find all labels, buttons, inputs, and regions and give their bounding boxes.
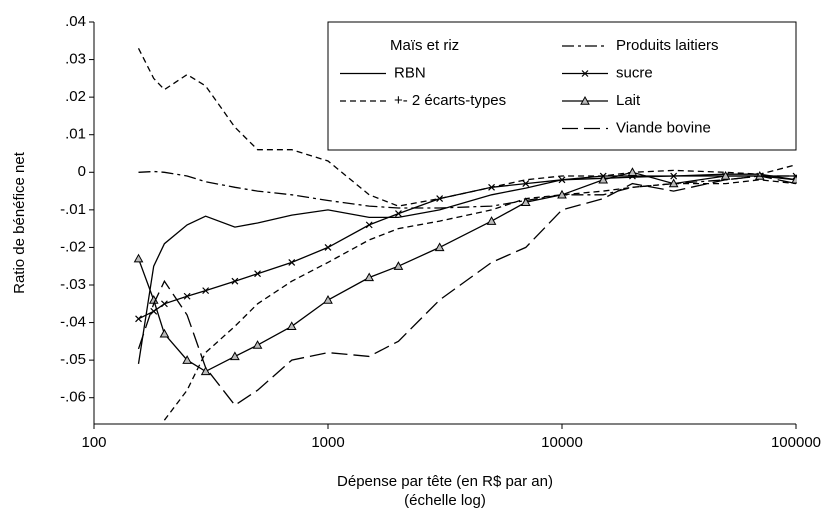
y-axis-label: Ratio de bénéfice net	[11, 151, 28, 294]
marker-triangle	[486, 216, 497, 225]
y-tick-label: -.06	[60, 389, 86, 406]
x-tick-label: 100000	[771, 434, 821, 451]
marker-triangle	[364, 272, 375, 282]
marker-triangle	[230, 351, 240, 361]
x-tick-label: 10000	[541, 434, 583, 451]
x-axis-note: (échelle log)	[404, 492, 486, 509]
marker-triangle	[133, 253, 144, 263]
legend-label: Lait	[616, 92, 641, 109]
y-tick-label: -.04	[60, 314, 86, 331]
marker-triangle	[182, 355, 192, 364]
y-tick-label: .03	[65, 51, 86, 68]
marker-x	[522, 180, 530, 187]
y-tick-label: .01	[65, 126, 86, 143]
marker-triangle	[580, 95, 590, 105]
series-line	[137, 173, 797, 364]
marker-x	[231, 277, 239, 285]
y-tick-label: .02	[65, 88, 86, 105]
series-line	[137, 48, 797, 207]
marker-triangle	[627, 167, 638, 176]
series-line	[163, 179, 797, 421]
legend-label: Produits laitiers	[616, 37, 719, 54]
marker-x	[135, 315, 142, 323]
marker-x	[324, 243, 332, 251]
legend-title: Maïs et riz	[390, 37, 459, 54]
legend-label: Viande bovine	[616, 119, 711, 136]
y-tick-label: -.03	[60, 276, 86, 293]
marker-x	[670, 172, 678, 180]
marker-x	[558, 176, 566, 184]
marker-triangle	[252, 340, 263, 349]
x-tick-label: 1000	[311, 434, 344, 451]
y-tick-label: 0	[78, 163, 86, 180]
marker-x	[581, 70, 589, 77]
marker-triangle	[791, 174, 797, 184]
marker-x	[288, 259, 296, 266]
plot-lines	[133, 48, 797, 421]
marker-x	[183, 292, 191, 300]
marker-triangle	[668, 178, 679, 188]
marker-x	[161, 300, 168, 308]
marker-triangle	[434, 242, 445, 252]
marker-triangle	[393, 261, 404, 270]
legend-label: +- 2 écarts-types	[394, 92, 506, 109]
marker-x	[254, 270, 261, 278]
marker-x	[150, 307, 158, 315]
y-tick-label: .04	[65, 13, 86, 30]
y-tick-label: -.02	[60, 238, 86, 255]
y-tick-label: -.05	[60, 351, 86, 368]
marker-triangle	[557, 189, 567, 199]
y-tick-label: -.01	[60, 201, 86, 218]
x-axis-label: Dépense par tête (en R$ par an)	[337, 473, 553, 490]
series-line	[137, 175, 797, 407]
marker-triangle	[159, 328, 170, 338]
marker-x	[436, 195, 444, 203]
marker-triangle	[323, 294, 333, 304]
series-line	[138, 170, 796, 209]
marker-triangle	[520, 197, 531, 207]
marker-x	[365, 221, 373, 229]
marker-x	[395, 210, 402, 218]
marker-triangle	[200, 366, 211, 376]
series-line	[138, 175, 796, 320]
x-tick-label: 100	[81, 434, 106, 451]
marker-triangle	[598, 174, 609, 184]
legend-label: RBN	[394, 64, 426, 81]
legend-label: sucre	[616, 64, 653, 81]
marker-x	[202, 287, 210, 295]
marker-triangle	[286, 321, 297, 331]
marker-x	[488, 183, 495, 191]
